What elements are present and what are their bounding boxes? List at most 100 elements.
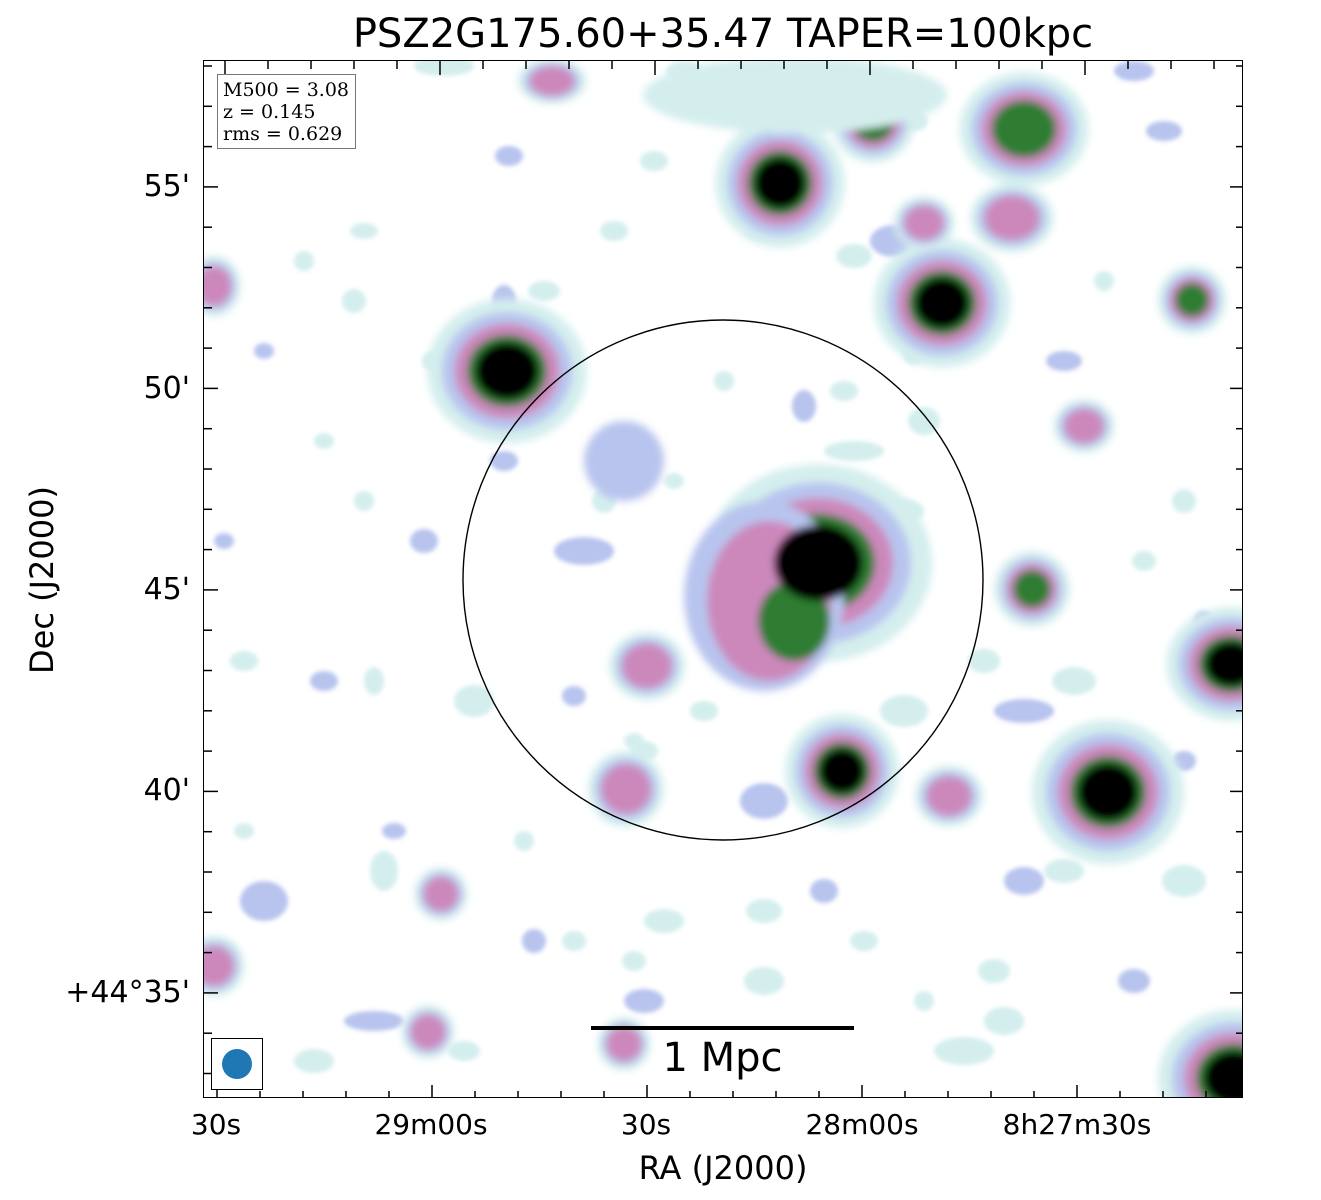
radio-source-contour bbox=[904, 205, 944, 241]
noise-blob bbox=[310, 671, 338, 691]
noise-blob bbox=[240, 881, 288, 921]
noise-blob bbox=[294, 1049, 334, 1073]
noise-blob bbox=[528, 281, 560, 301]
xtick-label: 8h27m30s bbox=[1002, 1108, 1152, 1141]
noise-blob bbox=[690, 701, 718, 721]
radio-source-contour bbox=[991, 100, 1057, 158]
noise-blob bbox=[908, 407, 940, 435]
ytick-label: 50' bbox=[143, 371, 190, 406]
noise-blob bbox=[1044, 859, 1084, 883]
noise-blob bbox=[514, 831, 534, 851]
noise-blob bbox=[354, 491, 374, 511]
noise-blob bbox=[914, 991, 934, 1011]
radio-source-contour bbox=[475, 342, 539, 400]
noise-blob bbox=[850, 931, 878, 951]
radio-source-contour bbox=[1174, 282, 1210, 318]
noise-blob bbox=[624, 989, 664, 1013]
noise-blob bbox=[644, 909, 684, 933]
radio-source-contour bbox=[984, 195, 1040, 241]
noise-blob bbox=[230, 651, 258, 671]
noise-blob bbox=[364, 667, 384, 695]
noise-blob bbox=[314, 433, 334, 449]
radio-source-contour bbox=[819, 748, 865, 794]
radio-source-contour bbox=[606, 1026, 642, 1062]
radio-map bbox=[204, 61, 1242, 1097]
noise-blob bbox=[562, 931, 586, 951]
noise-blob bbox=[1162, 865, 1206, 897]
beam-ellipse-icon bbox=[222, 1049, 252, 1079]
diffuse-emission bbox=[584, 421, 664, 501]
radio-source-contour bbox=[915, 277, 969, 329]
radio-source-contour bbox=[643, 61, 947, 133]
noise-blob bbox=[294, 251, 314, 271]
ytick-label: 45' bbox=[143, 572, 190, 607]
noise-blob bbox=[746, 899, 782, 923]
noise-blob bbox=[1046, 351, 1082, 371]
noise-blob bbox=[664, 473, 684, 489]
noise-blob bbox=[382, 823, 406, 839]
noise-blob bbox=[1094, 271, 1114, 291]
noise-blob bbox=[554, 537, 614, 565]
radio-source-contour bbox=[1204, 1051, 1242, 1097]
noise-blob bbox=[448, 1041, 480, 1061]
noise-blob bbox=[562, 686, 586, 706]
radio-image-panel bbox=[203, 60, 1243, 1098]
axis-ticks bbox=[204, 61, 1242, 1097]
noise-blob bbox=[792, 390, 816, 422]
noise-blob bbox=[1118, 969, 1150, 993]
radio-source-contour bbox=[926, 776, 972, 816]
radio-source-contour bbox=[1013, 570, 1051, 608]
ytick-label: +44°35' bbox=[65, 975, 190, 1010]
beam-box bbox=[211, 1038, 263, 1090]
radio-source-contour bbox=[529, 66, 575, 96]
noise-blob bbox=[350, 223, 378, 239]
noise-blob bbox=[234, 823, 254, 839]
noise-blob bbox=[984, 1007, 1024, 1035]
noise-blob bbox=[342, 289, 366, 313]
noise-blob bbox=[214, 533, 234, 549]
radio-source-contour bbox=[754, 157, 806, 209]
radio-sources bbox=[204, 61, 1242, 1097]
noise-blob bbox=[454, 685, 494, 717]
noise-blob bbox=[495, 146, 523, 166]
x-axis-label: RA (J2000) bbox=[638, 1149, 808, 1187]
ytick-label: 55' bbox=[143, 169, 190, 204]
noise-blob bbox=[414, 61, 474, 76]
xtick-label: 30s bbox=[190, 1108, 242, 1141]
redshift-label: z = 0.145 bbox=[223, 101, 316, 123]
radio-source-contour bbox=[423, 876, 459, 912]
r500-circle bbox=[462, 319, 984, 841]
noise-blob bbox=[490, 451, 518, 471]
radio-source-contour bbox=[204, 946, 234, 986]
central-radio-source bbox=[774, 525, 862, 601]
rms-label: rms = 0.629 bbox=[223, 123, 343, 145]
y-axis-label: Dec (J2000) bbox=[23, 486, 61, 674]
noise-blob bbox=[622, 951, 646, 971]
radio-source-contour bbox=[204, 266, 232, 306]
scale-bar-label: 1 Mpc bbox=[662, 1035, 783, 1081]
noise-blob bbox=[934, 1037, 994, 1065]
xtick-label: 28m00s bbox=[805, 1108, 919, 1141]
noise-blob bbox=[1172, 489, 1196, 513]
noise-blob bbox=[968, 649, 1000, 673]
noise-blob bbox=[830, 381, 858, 401]
xtick-label: 30s bbox=[620, 1108, 672, 1141]
noise-blob bbox=[600, 221, 628, 241]
plot-title: PSZ2G175.60+35.47 TAPER=100kpc bbox=[352, 11, 1094, 57]
noise-blob bbox=[1146, 121, 1182, 141]
xtick-label: 29m00s bbox=[374, 1108, 488, 1141]
radio-source-contour bbox=[1064, 408, 1104, 444]
noise-blob bbox=[810, 879, 838, 903]
noise-blob bbox=[1052, 667, 1096, 695]
noise-blob bbox=[344, 1011, 404, 1031]
ytick-label: 40' bbox=[143, 773, 190, 808]
noise-blob bbox=[978, 959, 1010, 983]
noise-blob bbox=[254, 343, 274, 359]
radio-source-contour bbox=[601, 764, 651, 814]
noise-blob bbox=[370, 851, 398, 891]
noise-blob bbox=[714, 371, 734, 391]
noise-blob bbox=[994, 699, 1054, 723]
noise-blob bbox=[824, 441, 884, 461]
cluster-info-box: M500 = 3.08 z = 0.145 rms = 0.629 bbox=[217, 74, 357, 149]
noise-blob bbox=[1004, 867, 1044, 895]
